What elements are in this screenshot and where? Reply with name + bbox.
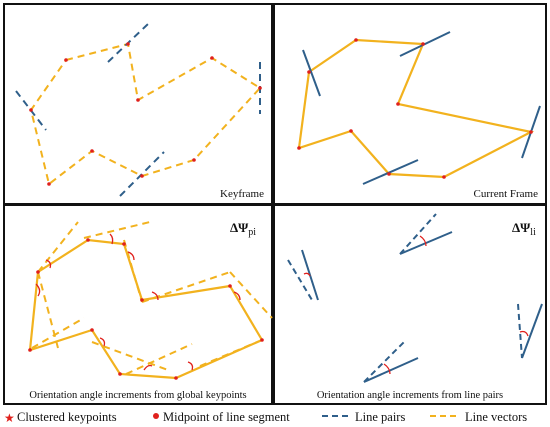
line-increments-caption: Orientation angle increments from line p…: [317, 390, 503, 401]
legend-clustered-keypoints: Clustered keypoints: [17, 410, 117, 424]
legend-midpoint-icon: [153, 413, 159, 419]
global-keypoints: [28, 238, 264, 380]
line-increments-symbol: ΔΨli: [512, 220, 536, 238]
legend-midpoint: Midpoint of line segment: [163, 410, 290, 424]
global-solid-polygon: [28, 238, 264, 380]
line-pair-c-dashed: [517, 303, 523, 359]
current-frame-label: Current Frame: [474, 188, 539, 200]
current-frame-polygon: [297, 38, 535, 179]
global-increments-caption: Orientation angle increments from global…: [29, 390, 246, 401]
line-pair-b-dashed: [399, 213, 437, 255]
line-pair-c-arc: [519, 330, 529, 337]
keyframe-diagram: Keyframe: [15, 23, 264, 200]
keyframe-label: Keyframe: [220, 188, 264, 200]
line-pair-a-dashed: [287, 259, 313, 301]
line-pair-a-arc: [303, 272, 311, 277]
global-increments-diagram: ΔΨpi Orientation angle increments from g…: [28, 220, 273, 401]
panel-current-frame-frame: [273, 3, 547, 205]
keyframe-dashed-polygon: [29, 42, 262, 186]
line-pair-c-solid: [521, 303, 543, 359]
line-pair-b-arc: [419, 235, 427, 247]
panel-global-increments-frame: [3, 204, 273, 405]
legend-line-pairs: Line pairs: [355, 410, 405, 424]
legend-star-icon: ★: [4, 411, 15, 425]
global-angle-arcs: [35, 233, 241, 371]
current-line-pair-a: [302, 49, 321, 97]
current-line-pair-d: [362, 159, 419, 185]
current-frame-keypoints: [297, 38, 533, 179]
line-increments-diagram: ΔΨli Orientation angle increments from l…: [287, 213, 543, 401]
global-increments-symbol: ΔΨpi: [230, 220, 256, 238]
line-pair-d-solid: [363, 357, 419, 383]
current-line-pair-b: [399, 31, 451, 57]
line-pair-d-dashed: [363, 339, 407, 383]
panel-line-increments-frame: [273, 204, 547, 405]
keyframe-keypoints: [29, 42, 262, 186]
legend: ★ Clustered keypoints Midpoint of line s…: [4, 410, 527, 425]
legend-line-vectors: Line vectors: [465, 410, 527, 424]
keyframe-line-pair-c: [119, 151, 165, 197]
current-frame-diagram: Current Frame: [297, 31, 541, 200]
line-pair-d-arc: [383, 363, 391, 375]
